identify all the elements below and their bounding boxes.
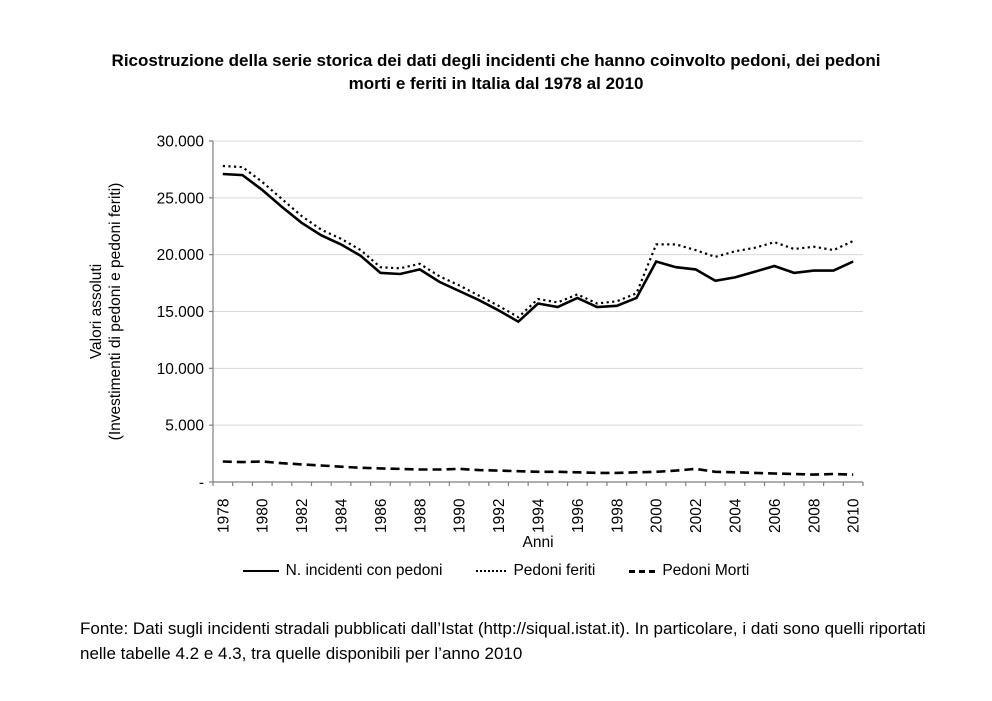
chart-title: Ricostruzione della serie storica dei da… bbox=[111, 51, 881, 93]
svg-text:10.000: 10.000 bbox=[157, 361, 205, 378]
legend-label-feriti: Pedoni feriti bbox=[513, 562, 596, 579]
axes bbox=[209, 140, 864, 486]
y-gridlines bbox=[213, 140, 863, 426]
legend-item-morti: Pedoni Morti bbox=[629, 562, 749, 580]
legend-label-morti: Pedoni Morti bbox=[662, 562, 750, 579]
svg-text:2000: 2000 bbox=[649, 498, 666, 533]
svg-text:20.000: 20.000 bbox=[157, 247, 205, 264]
svg-text:1994: 1994 bbox=[531, 498, 548, 533]
svg-text:1988: 1988 bbox=[412, 499, 429, 533]
y-tick-labels: - 5.000 10.000 15.000 20.000 25.000 30.000 bbox=[157, 134, 205, 492]
svg-text:1986: 1986 bbox=[373, 499, 390, 533]
y-axis-title-line1: Valori assoluti bbox=[88, 264, 105, 359]
legend-solid-line-icon bbox=[242, 570, 279, 572]
svg-text:2010: 2010 bbox=[846, 498, 863, 533]
svg-text:-: - bbox=[199, 475, 204, 492]
svg-text:1998: 1998 bbox=[609, 499, 626, 533]
svg-text:15.000: 15.000 bbox=[157, 304, 205, 321]
source-note: Fonte: Dati sugli incidenti stradali pub… bbox=[80, 619, 926, 663]
svg-text:5.000: 5.000 bbox=[165, 418, 204, 435]
svg-text:30.000: 30.000 bbox=[157, 134, 205, 151]
series-lines bbox=[222, 164, 854, 476]
legend-dotted-line-icon bbox=[476, 570, 507, 572]
svg-text:2002: 2002 bbox=[688, 499, 705, 533]
svg-text:1978: 1978 bbox=[215, 499, 232, 533]
svg-text:1996: 1996 bbox=[570, 499, 587, 533]
svg-text:1980: 1980 bbox=[255, 498, 272, 533]
svg-text:1992: 1992 bbox=[491, 499, 508, 533]
legend-item-feriti: Pedoni feriti bbox=[476, 562, 595, 580]
legend-dashed-line-icon bbox=[629, 569, 656, 573]
svg-text:1984: 1984 bbox=[334, 498, 351, 533]
legend-label-incidenti: N. incidenti con pedoni bbox=[285, 562, 443, 579]
svg-text:25.000: 25.000 bbox=[157, 190, 205, 207]
svg-text:1990: 1990 bbox=[452, 498, 469, 533]
series-line-solid bbox=[222, 172, 854, 324]
svg-text:2004: 2004 bbox=[728, 498, 745, 533]
series-line-dotted bbox=[222, 164, 854, 319]
legend-item-incidenti: N. incidenti con pedoni bbox=[242, 562, 443, 580]
series-line-dashed bbox=[222, 460, 854, 476]
y-axis-title-line2: (Investimenti di pedoni e pedoni feriti) bbox=[107, 183, 124, 441]
x-tick-labels: 1978 1980 1982 1984 1986 1988 1990 1992 1994 1996… bbox=[215, 498, 862, 533]
chart-legend: N. incidenti con pedoni Pedoni feriti Pe… bbox=[0, 558, 992, 584]
svg-text:1982: 1982 bbox=[294, 499, 311, 533]
x-axis-title: Anni bbox=[522, 534, 553, 551]
svg-text:2006: 2006 bbox=[767, 499, 784, 533]
svg-text:2008: 2008 bbox=[806, 499, 823, 533]
